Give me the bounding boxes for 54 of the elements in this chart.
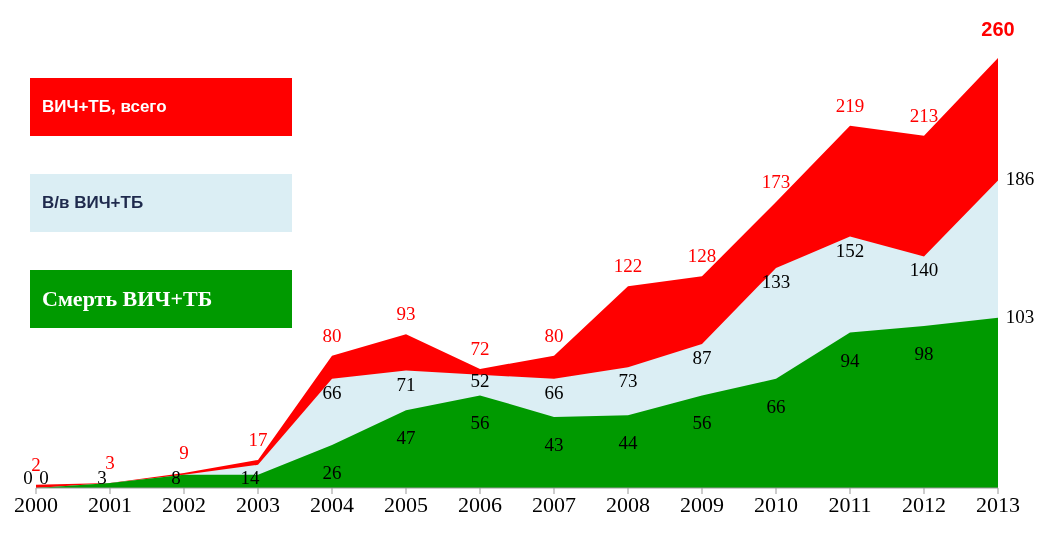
text: ВИЧ+ТБ, всего [42, 97, 167, 117]
data-label: 56 [470, 412, 490, 434]
data-label: 2 [31, 453, 41, 475]
data-label: 122 [613, 255, 643, 277]
data-label: 128 [687, 245, 717, 267]
data-label: 9 [179, 442, 189, 464]
data-label: 219 [835, 94, 865, 116]
text: 52 [470, 370, 490, 392]
data-label: 80 [544, 324, 564, 346]
x-tick-label: 2012 [902, 491, 946, 517]
data-label: 66 [766, 395, 786, 417]
x-tick-label: 2003 [236, 491, 280, 517]
data-label: 3 [97, 467, 107, 488]
data-label: 71 [396, 373, 416, 395]
data-label: 44 [618, 432, 638, 454]
data-label: 66 [544, 381, 564, 403]
data-label: 103 [1005, 305, 1035, 327]
x-tick-label: 2002 [162, 491, 206, 517]
data-label: 0 [23, 467, 33, 488]
data-label: 94 [840, 349, 860, 371]
data-label: 140 [909, 259, 939, 281]
data-label: 3 [105, 452, 115, 474]
x-tick-label: 2008 [606, 491, 650, 517]
x-tick-label: 2006 [458, 491, 502, 517]
data-label: 260 [981, 18, 1015, 40]
x-tick-label: 2001 [88, 491, 132, 517]
text: В/в ВИЧ+ТБ [42, 193, 144, 213]
x-tick-label: 2000 [14, 491, 58, 517]
data-label: 98 [914, 342, 934, 364]
data-label: 213 [909, 104, 939, 126]
data-label: 73 [618, 370, 638, 392]
data-label: 87 [692, 347, 712, 369]
text: Смерть ВИЧ+ТБ [42, 286, 213, 312]
x-tick-label: 2011 [828, 491, 872, 517]
data-label: 186 [1005, 168, 1035, 190]
x-tick-label: 2013 [976, 491, 1020, 517]
x-tick-label: 2005 [384, 491, 428, 517]
data-label: 72 [470, 337, 490, 359]
data-label: 133 [761, 271, 791, 293]
data-label: 47 [396, 427, 416, 449]
data-label: 17 [248, 428, 268, 450]
data-label: 26 [322, 462, 342, 483]
x-tick-label: 2009 [680, 491, 724, 517]
data-label: 43 [544, 433, 564, 455]
data-label: 80 [322, 324, 342, 346]
x-tick-label: 2010 [754, 491, 798, 517]
data-label: 152 [835, 239, 865, 261]
data-label: 0 [39, 467, 49, 488]
x-tick-label: 2007 [532, 491, 576, 517]
data-label: 66 [322, 381, 342, 403]
data-label: 173 [761, 170, 791, 192]
x-tick-label: 2004 [310, 491, 354, 517]
data-label: 56 [692, 412, 712, 434]
data-label: 93 [396, 303, 416, 325]
